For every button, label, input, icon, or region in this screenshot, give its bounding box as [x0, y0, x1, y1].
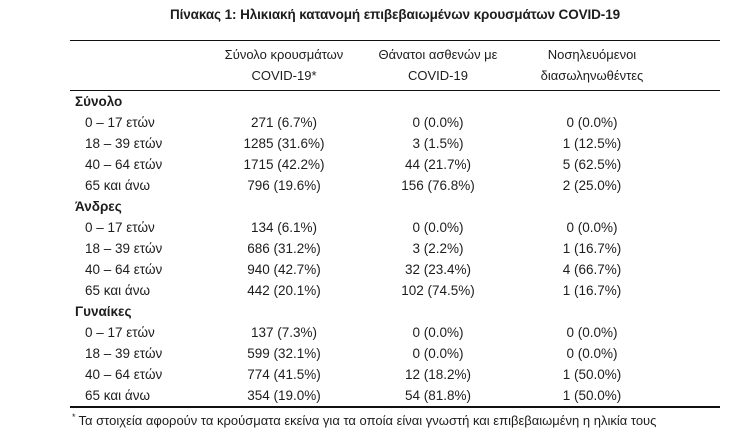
cases-value: 796 (19.6%): [247, 178, 321, 193]
age-group-label: 18 – 39 ετών: [85, 346, 163, 361]
intubated-value: 2 (25.0%): [562, 178, 622, 193]
table-row: 18 – 39 ετών 686 (31.2%) 3 (2.2%) 1 (16.…: [70, 238, 720, 259]
col-header-cases-line2: COVID-19*: [251, 68, 317, 83]
section-label-total: Σύνολο: [75, 94, 123, 109]
cases-value: 354 (19.0%): [247, 388, 321, 403]
table-row: 18 – 39 ετών 1285 (31.6%) 3 (1.5%) 1 (12…: [70, 133, 720, 154]
deaths-value: 0 (0.0%): [412, 346, 464, 361]
deaths-value: 0 (0.0%): [412, 220, 464, 235]
cases-value: 134 (6.1%): [250, 220, 318, 235]
table-row: 40 – 64 ετών 774 (41.5%) 12 (18.2%) 1 (5…: [70, 364, 720, 385]
col-header-deaths-line1: Θάνατοι ασθενών με: [378, 47, 498, 62]
cases-value: 1285 (31.6%): [243, 136, 325, 151]
deaths-value: 0 (0.0%): [412, 115, 464, 130]
deaths-value: 54 (81.8%): [404, 388, 472, 403]
cases-value: 686 (31.2%): [247, 241, 321, 256]
section-row-total: Σύνολο: [70, 91, 720, 113]
age-group-label: 40 – 64 ετών: [85, 367, 163, 382]
table-header: Σύνολο κρουσμάτων COVID-19* Θάνατοι ασθε…: [70, 40, 720, 91]
age-group-label: 65 και άνω: [85, 178, 151, 193]
table-row: 40 – 64 ετών 940 (42.7%) 32 (23.4%) 4 (6…: [70, 259, 720, 280]
cases-value: 940 (42.7%): [247, 262, 321, 277]
deaths-value: 102 (74.5%): [401, 283, 475, 298]
intubated-value: 0 (0.0%): [566, 346, 618, 361]
col-header-intubated: Νοσηλευόμενοι διασωληνωθέντες: [515, 40, 669, 91]
footnote-asterisk: *: [72, 411, 76, 422]
table-row: 0 – 17 ετών 271 (6.7%) 0 (0.0%) 0 (0.0%): [70, 112, 720, 133]
deaths-value: 156 (76.8%): [401, 178, 475, 193]
table-row: 0 – 17 ετών 134 (6.1%) 0 (0.0%) 0 (0.0%): [70, 217, 720, 238]
intubated-value: 1 (16.7%): [562, 283, 622, 298]
intubated-value: 0 (0.0%): [566, 325, 618, 340]
footnote-text: Τα στοιχεία αφορούν τα κρούσματα εκείνα …: [78, 413, 657, 428]
section-row-men: Άνδρες: [70, 196, 720, 217]
age-group-label: 65 και άνω: [85, 388, 151, 403]
intubated-value: 0 (0.0%): [566, 115, 618, 130]
col-header-cases: Σύνολο κρουσμάτων COVID-19*: [207, 40, 361, 91]
age-group-label: 0 – 17 ετών: [85, 115, 155, 130]
section-row-women: Γυναίκες: [70, 301, 720, 322]
intubated-value: 1 (12.5%): [562, 136, 622, 151]
col-header-spacer: [669, 40, 720, 91]
cases-value: 774 (41.5%): [247, 367, 321, 382]
age-group-label: 65 και άνω: [85, 283, 151, 298]
table-row: 18 – 39 ετών 599 (32.1%) 0 (0.0%) 0 (0.0…: [70, 343, 720, 364]
col-header-deaths-line2: COVID-19: [408, 68, 468, 83]
age-group-label: 0 – 17 ετών: [85, 220, 155, 235]
section-label-men: Άνδρες: [75, 199, 122, 214]
age-group-label: 40 – 64 ετών: [85, 157, 163, 172]
deaths-value: 44 (21.7%): [404, 157, 472, 172]
intubated-value: 4 (66.7%): [562, 262, 622, 277]
deaths-value: 0 (0.0%): [412, 325, 464, 340]
col-header-empty: [70, 40, 207, 91]
age-group-label: 18 – 39 ετών: [85, 241, 163, 256]
intubated-value: 1 (50.0%): [562, 367, 622, 382]
deaths-value: 3 (1.5%): [412, 136, 464, 151]
intubated-value: 1 (50.0%): [562, 388, 622, 403]
table-row: 65 και άνω 354 (19.0%) 54 (81.8%) 1 (50.…: [70, 385, 720, 407]
col-header-cases-line1: Σύνολο κρουσμάτων: [224, 47, 344, 62]
deaths-value: 3 (2.2%): [412, 241, 464, 256]
deaths-value: 32 (23.4%): [404, 262, 472, 277]
report-table-page: Πίνακας 1: Ηλικιακή κατανομή επιβεβαιωμέ…: [70, 0, 720, 429]
cases-value: 599 (32.1%): [247, 346, 321, 361]
col-header-deaths: Θάνατοι ασθενών με COVID-19: [361, 40, 515, 91]
section-label-women: Γυναίκες: [75, 304, 132, 319]
covid-age-distribution-table: Σύνολο κρουσμάτων COVID-19* Θάνατοι ασθε…: [70, 40, 720, 408]
intubated-value: 5 (62.5%): [562, 157, 622, 172]
cases-value: 137 (7.3%): [250, 325, 318, 340]
table-row: 65 και άνω 442 (20.1%) 102 (74.5%) 1 (16…: [70, 280, 720, 301]
cases-value: 1715 (42.2%): [243, 157, 325, 172]
col-header-intubated-line2: διασωληνωθέντες: [540, 68, 644, 83]
cases-value: 271 (6.7%): [250, 115, 318, 130]
age-group-label: 0 – 17 ετών: [85, 325, 155, 340]
footnote: * Τα στοιχεία αφορούν τα κρούσματα εκείνα…: [70, 411, 730, 429]
col-header-intubated-line1: Νοσηλευόμενοι: [547, 47, 637, 62]
age-group-label: 40 – 64 ετών: [85, 262, 163, 277]
table-row: 40 – 64 ετών 1715 (42.2%) 44 (21.7%) 5 (…: [70, 154, 720, 175]
deaths-value: 12 (18.2%): [404, 367, 472, 382]
cases-value: 442 (20.1%): [247, 283, 321, 298]
age-group-label: 18 – 39 ετών: [85, 136, 163, 151]
intubated-value: 1 (16.7%): [562, 241, 622, 256]
table-row: 0 – 17 ετών 137 (7.3%) 0 (0.0%) 0 (0.0%): [70, 322, 720, 343]
intubated-value: 0 (0.0%): [566, 220, 618, 235]
table-row: 65 και άνω 796 (19.6%) 156 (76.8%) 2 (25…: [70, 175, 720, 196]
page-title: Πίνακας 1: Ηλικιακή κατανομή επιβεβαιωμέ…: [169, 7, 621, 22]
